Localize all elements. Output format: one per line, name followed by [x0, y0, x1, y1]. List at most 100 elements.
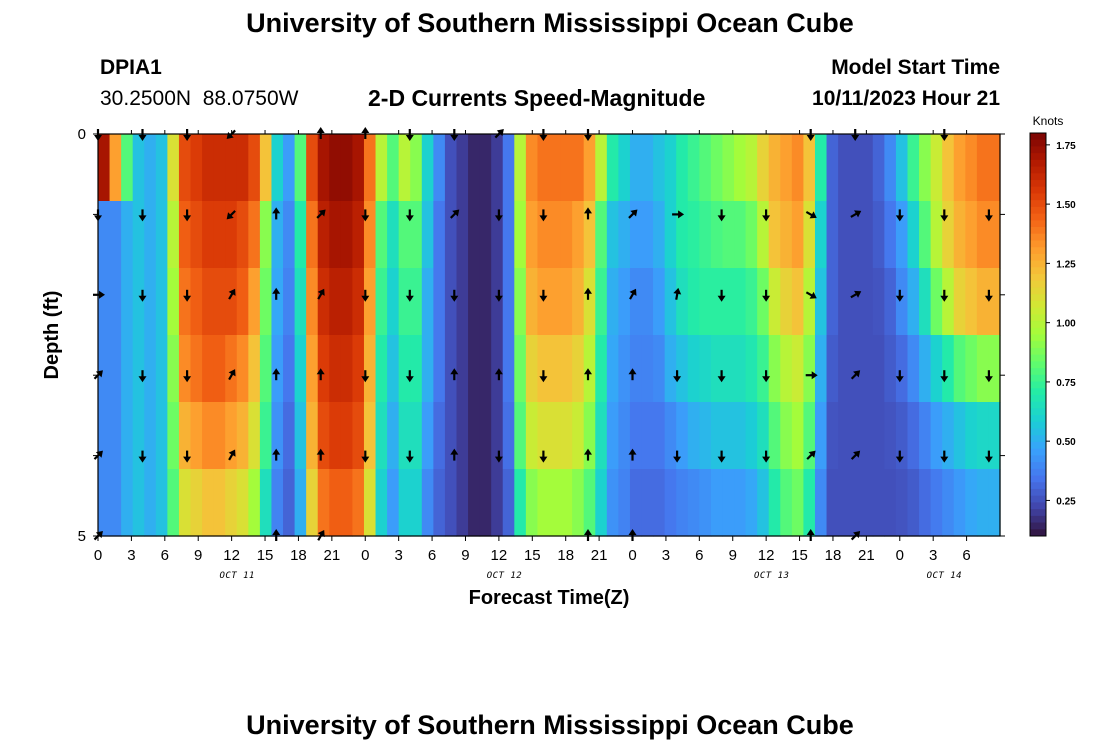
heatmap-cell	[826, 201, 839, 269]
heatmap-cell	[768, 469, 781, 537]
heatmap-cell	[930, 134, 943, 202]
heatmap-cell	[98, 201, 111, 269]
heatmap-cell	[317, 268, 330, 336]
heatmap-cell	[387, 201, 400, 269]
heatmap-cell	[572, 134, 585, 202]
heatmap-cell	[757, 134, 770, 202]
heatmap-cell	[144, 268, 157, 336]
heatmap-cell	[421, 402, 434, 470]
heatmap-cell	[202, 201, 215, 269]
heatmap-cell	[687, 268, 700, 336]
colorbar-tick-label: 1.75	[1056, 141, 1076, 152]
heatmap-cell	[514, 335, 527, 403]
current-arrow	[138, 289, 147, 302]
current-arrow	[895, 209, 904, 222]
current-arrow	[228, 369, 236, 381]
heatmap-cell	[641, 201, 654, 269]
colorbar-segment	[1030, 361, 1046, 369]
heatmap-cell	[387, 469, 400, 537]
heatmap-cell	[606, 469, 619, 537]
colorbar-segment	[1030, 287, 1046, 295]
heatmap-cell	[294, 335, 307, 403]
colorbar-segment	[1030, 421, 1046, 430]
heatmap-cell	[167, 402, 180, 470]
heatmap-cell	[676, 335, 689, 403]
heatmap-cell	[178, 134, 192, 202]
current-arrow	[272, 448, 281, 461]
heatmap-cell	[629, 201, 643, 269]
heatmap-cell	[676, 469, 689, 537]
heatmap-cell	[283, 134, 296, 202]
current-arrow	[762, 450, 771, 463]
current-arrow	[850, 450, 861, 460]
current-arrow	[850, 210, 862, 218]
heatmap-cell	[306, 268, 319, 336]
heatmap-cell	[988, 402, 1001, 470]
heatmap-cell	[444, 134, 458, 202]
current-arrow	[895, 450, 904, 463]
current-arrow	[984, 370, 993, 383]
colorbar-segment	[1030, 253, 1046, 262]
heatmap-cell	[132, 134, 145, 202]
heatmap-cell	[132, 335, 145, 403]
heatmap-cell	[549, 268, 562, 336]
heatmap-cell	[768, 268, 781, 336]
colorbar-segment	[1030, 227, 1046, 235]
y-tick-label: 0	[78, 126, 86, 143]
heatmap-cell	[895, 335, 909, 403]
colorbar-segment	[1030, 173, 1046, 181]
heatmap-cell	[363, 134, 377, 202]
heatmap-cell	[537, 469, 550, 537]
heatmap-cell	[444, 268, 458, 336]
heatmap-cell	[930, 402, 943, 470]
heatmap-cell	[202, 469, 215, 537]
x-tick-label: 0	[361, 547, 369, 564]
heatmap-cell	[225, 335, 238, 403]
heatmap-cell	[919, 134, 932, 202]
heatmap-cell	[236, 469, 249, 537]
colorbar-tick-label: 0.25	[1056, 496, 1076, 507]
heatmap-cell	[225, 134, 238, 202]
heatmap-cell	[132, 268, 145, 336]
heatmap-cell	[479, 402, 492, 470]
colorbar-segment	[1030, 139, 1046, 147]
heatmap-cell	[676, 402, 689, 470]
heatmap-cell	[826, 469, 839, 537]
heatmap-cell	[329, 268, 342, 336]
heatmap-cell	[757, 469, 770, 537]
heatmap-cell	[375, 402, 388, 470]
heatmap-cell	[502, 402, 515, 470]
heatmap-cell	[814, 335, 828, 403]
x-tick-label: 18	[825, 547, 842, 564]
heatmap-cell	[976, 335, 990, 403]
current-arrow	[984, 209, 993, 222]
heatmap-cell	[583, 402, 596, 470]
heatmap-cell	[965, 335, 978, 403]
current-arrow	[183, 450, 192, 463]
heatmap-cell	[884, 402, 897, 470]
heatmap-cell	[121, 268, 134, 336]
heatmap-cell	[549, 469, 562, 537]
heatmap-cell	[919, 201, 932, 269]
heatmap-cell	[942, 134, 955, 202]
heatmap-cell	[872, 335, 885, 403]
current-arrow	[717, 450, 726, 463]
heatmap-cell	[710, 335, 724, 403]
heatmap-cell	[190, 201, 203, 269]
heatmap-cell	[340, 201, 354, 269]
x-tick-label: 6	[428, 547, 436, 564]
colorbar-segment	[1030, 213, 1046, 221]
heatmap-cell	[155, 402, 168, 470]
heatmap-cell	[502, 134, 515, 202]
heatmap-cell	[491, 201, 504, 269]
heatmap-cell	[329, 201, 342, 269]
heatmap-cell	[780, 201, 793, 269]
heatmap-cell	[942, 469, 955, 537]
heatmap-cell	[699, 335, 712, 403]
heatmap-cell	[595, 134, 608, 202]
heatmap-cell	[965, 268, 978, 336]
heatmap-cell	[248, 201, 261, 269]
heatmap-cell	[919, 335, 932, 403]
heatmap-cell	[144, 335, 157, 403]
current-arrow	[226, 210, 236, 220]
